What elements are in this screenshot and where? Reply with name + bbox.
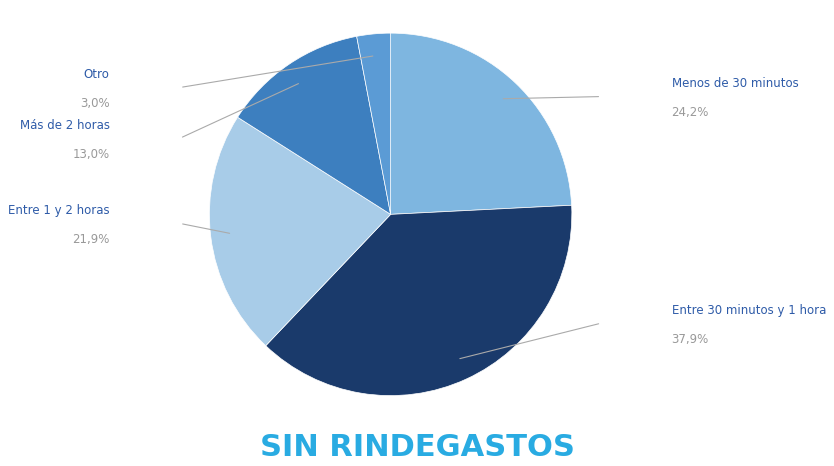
Wedge shape (209, 117, 390, 346)
Text: 24,2%: 24,2% (671, 106, 709, 119)
Text: Entre 30 minutos y 1 hora: Entre 30 minutos y 1 hora (671, 304, 826, 317)
Text: 13,0%: 13,0% (73, 148, 110, 161)
Text: Menos de 30 minutos: Menos de 30 minutos (671, 77, 798, 90)
Text: SIN RINDEGASTOS: SIN RINDEGASTOS (259, 433, 575, 462)
Text: 3,0%: 3,0% (80, 97, 110, 110)
Wedge shape (390, 33, 571, 214)
Wedge shape (238, 36, 390, 214)
Wedge shape (266, 205, 572, 396)
Text: Entre 1 y 2 horas: Entre 1 y 2 horas (8, 204, 110, 217)
Text: 37,9%: 37,9% (671, 333, 709, 346)
Text: Más de 2 horas: Más de 2 horas (20, 119, 110, 132)
Text: 21,9%: 21,9% (73, 233, 110, 246)
Text: Otro: Otro (84, 69, 110, 81)
Wedge shape (357, 33, 390, 214)
